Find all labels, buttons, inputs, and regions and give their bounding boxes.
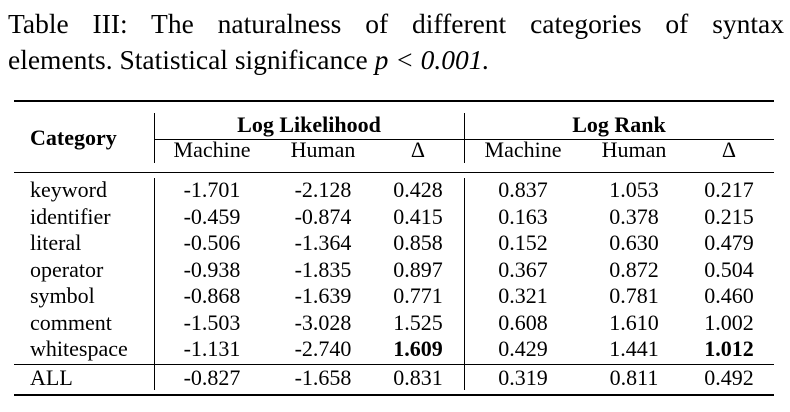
subheader-machine-likelihood: Machine bbox=[173, 137, 251, 162]
cell-all-human-likelihood: -1.658 bbox=[294, 365, 352, 390]
cell-identifier-machine-likelihood: -0.459 bbox=[183, 204, 241, 229]
cell-whitespace-machine-rank: 0.429 bbox=[498, 336, 548, 361]
cell-all-human-rank: 0.811 bbox=[609, 365, 659, 390]
cell-literal-delta-rank: 0.479 bbox=[704, 230, 754, 255]
cell-all-machine-likelihood: -0.827 bbox=[183, 365, 241, 390]
header-rule bbox=[14, 172, 774, 173]
cell-operator-machine-likelihood: -0.938 bbox=[183, 257, 241, 282]
caption-significance: p < 0.001. bbox=[374, 44, 490, 75]
row-category-keyword: keyword bbox=[30, 177, 107, 202]
cell-whitespace-machine-likelihood: -1.131 bbox=[183, 336, 241, 361]
cell-identifier-delta-rank: 0.215 bbox=[704, 204, 754, 229]
group-header-log-rank: Log Rank bbox=[572, 112, 666, 137]
cell-symbol-delta-likelihood: 0.771 bbox=[393, 283, 443, 308]
cell-all-delta-rank: 0.492 bbox=[704, 365, 754, 390]
cell-literal-human-likelihood: -1.364 bbox=[294, 230, 352, 255]
bottom-rule bbox=[14, 394, 774, 396]
subheader-human-likelihood: Human bbox=[290, 137, 356, 162]
row-category-comment: comment bbox=[30, 310, 112, 335]
cell-comment-machine-likelihood: -1.503 bbox=[183, 310, 241, 335]
cell-operator-human-likelihood: -1.835 bbox=[294, 257, 352, 282]
cell-symbol-human-likelihood: -1.639 bbox=[294, 283, 352, 308]
cell-identifier-human-likelihood: -0.874 bbox=[294, 204, 352, 229]
row-category-literal: literal bbox=[30, 230, 82, 255]
row-category-operator: operator bbox=[30, 257, 104, 282]
group-header-log-likelihood: Log Likelihood bbox=[237, 112, 381, 137]
caption-line-1: Table III: The naturalness of different … bbox=[8, 8, 784, 39]
all-rule bbox=[14, 364, 774, 365]
cell-literal-delta-likelihood: 0.858 bbox=[393, 230, 443, 255]
group-divider-body bbox=[464, 178, 465, 390]
subheader-human-rank: Human bbox=[601, 137, 667, 162]
cell-identifier-human-rank: 0.378 bbox=[609, 204, 659, 229]
group-divider-header bbox=[464, 113, 465, 163]
cell-all-machine-rank: 0.319 bbox=[498, 365, 548, 390]
cell-operator-delta-rank: 0.504 bbox=[704, 257, 754, 282]
category-divider-header bbox=[154, 113, 155, 163]
cell-operator-machine-rank: 0.367 bbox=[498, 257, 548, 282]
cell-comment-delta-likelihood: 1.525 bbox=[393, 310, 443, 335]
cell-keyword-machine-likelihood: -1.701 bbox=[183, 177, 241, 202]
group-underline-likelihood bbox=[155, 139, 464, 140]
row-category-whitespace: whitespace bbox=[30, 336, 128, 361]
cell-comment-human-rank: 1.610 bbox=[609, 310, 659, 335]
cell-keyword-machine-rank: 0.837 bbox=[498, 177, 548, 202]
cell-whitespace-delta-rank: 1.012 bbox=[704, 336, 754, 361]
cell-keyword-delta-rank: 0.217 bbox=[704, 177, 754, 202]
cell-literal-machine-likelihood: -0.506 bbox=[183, 230, 241, 255]
row-category-symbol: symbol bbox=[30, 283, 95, 308]
subheader-delta-rank: Δ bbox=[721, 137, 737, 162]
top-rule bbox=[14, 100, 774, 102]
row-category-identifier: identifier bbox=[30, 204, 111, 229]
cell-symbol-machine-rank: 0.321 bbox=[498, 283, 548, 308]
cell-whitespace-human-likelihood: -2.740 bbox=[294, 336, 352, 361]
category-header: Category bbox=[30, 125, 117, 150]
cell-comment-machine-rank: 0.608 bbox=[498, 310, 548, 335]
cell-symbol-human-rank: 0.781 bbox=[609, 283, 659, 308]
cell-comment-human-likelihood: -3.028 bbox=[294, 310, 352, 335]
group-underline-rank bbox=[465, 139, 774, 140]
cell-literal-human-rank: 0.630 bbox=[609, 230, 659, 255]
cell-identifier-machine-rank: 0.163 bbox=[498, 204, 548, 229]
subheader-delta-likelihood: Δ bbox=[410, 137, 426, 162]
caption-line-2-text: elements. Statistical significance bbox=[8, 44, 375, 75]
cell-keyword-delta-likelihood: 0.428 bbox=[393, 177, 443, 202]
subheader-machine-rank: Machine bbox=[484, 137, 562, 162]
cell-identifier-delta-likelihood: 0.415 bbox=[393, 204, 443, 229]
caption-line-2: elements. Statistical significance p < 0… bbox=[8, 42, 784, 78]
cell-comment-delta-rank: 1.002 bbox=[704, 310, 754, 335]
cell-symbol-machine-likelihood: -0.868 bbox=[183, 283, 241, 308]
cell-keyword-human-rank: 1.053 bbox=[609, 177, 659, 202]
table-caption: Table III: The naturalness of different … bbox=[8, 6, 784, 78]
cell-all-delta-likelihood: 0.831 bbox=[393, 365, 443, 390]
row-category-all: ALL bbox=[30, 365, 73, 390]
cell-symbol-delta-rank: 0.460 bbox=[704, 283, 754, 308]
cell-whitespace-delta-likelihood: 1.609 bbox=[393, 336, 443, 361]
cell-operator-human-rank: 0.872 bbox=[609, 257, 659, 282]
cell-keyword-human-likelihood: -2.128 bbox=[294, 177, 352, 202]
cell-whitespace-human-rank: 1.441 bbox=[609, 336, 659, 361]
cell-literal-machine-rank: 0.152 bbox=[498, 230, 548, 255]
category-divider-body bbox=[154, 178, 155, 390]
cell-operator-delta-likelihood: 0.897 bbox=[393, 257, 443, 282]
